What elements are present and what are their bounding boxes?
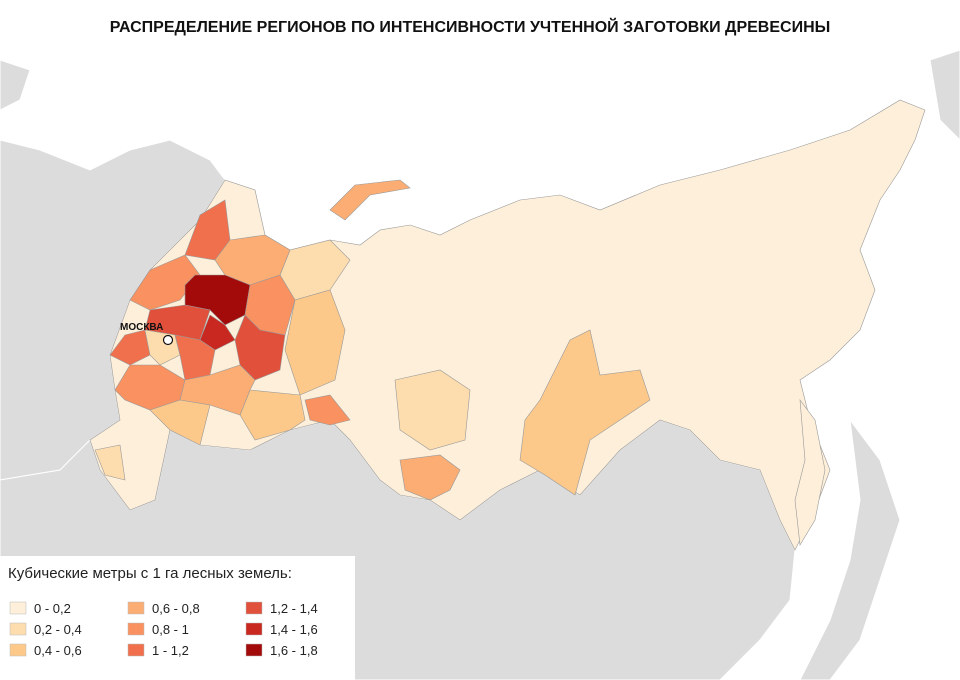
legend-swatch <box>245 643 263 657</box>
city-marker <box>162 334 174 346</box>
region <box>129 254 201 311</box>
legend-label: 1,6 - 1,8 <box>270 643 318 658</box>
region <box>149 399 211 446</box>
region <box>794 398 826 546</box>
region <box>329 179 411 221</box>
legend-swatch <box>245 601 263 615</box>
legend-title: Кубические метры с 1 га лесных земель: <box>8 565 292 582</box>
legend-label: 1,2 - 1,4 <box>270 601 318 616</box>
legend-label: 1,4 - 1,6 <box>270 622 318 637</box>
legend-label: 0 - 0,2 <box>34 601 71 616</box>
legend-swatch <box>245 622 263 636</box>
legend-box <box>0 556 355 680</box>
legend-swatch <box>9 601 27 615</box>
legend: Кубические метры с 1 га лесных земель: 0… <box>0 556 355 680</box>
legend-swatch <box>127 643 145 657</box>
map-title: РАСПРЕДЕЛЕНИЕ РЕГИОНОВ ПО ИНТЕНСИВНОСТИ … <box>110 17 831 36</box>
region <box>399 454 461 501</box>
legend-label: 1 - 1,2 <box>152 643 189 658</box>
legend-swatch <box>9 622 27 636</box>
legend-label: 0,4 - 0,6 <box>34 643 82 658</box>
city-label: МОСКВА <box>120 322 163 333</box>
legend-swatch <box>9 643 27 657</box>
legend-label: 0,2 - 0,4 <box>34 622 82 637</box>
region <box>519 329 651 496</box>
legend-swatch <box>127 622 145 636</box>
region <box>94 444 126 481</box>
region <box>284 289 346 396</box>
legend-label: 0,8 - 1 <box>152 622 189 637</box>
region <box>394 369 471 451</box>
legend-label: 0,6 - 0,8 <box>152 601 200 616</box>
region <box>304 394 351 426</box>
russia <box>89 99 926 551</box>
legend-swatch <box>127 601 145 615</box>
